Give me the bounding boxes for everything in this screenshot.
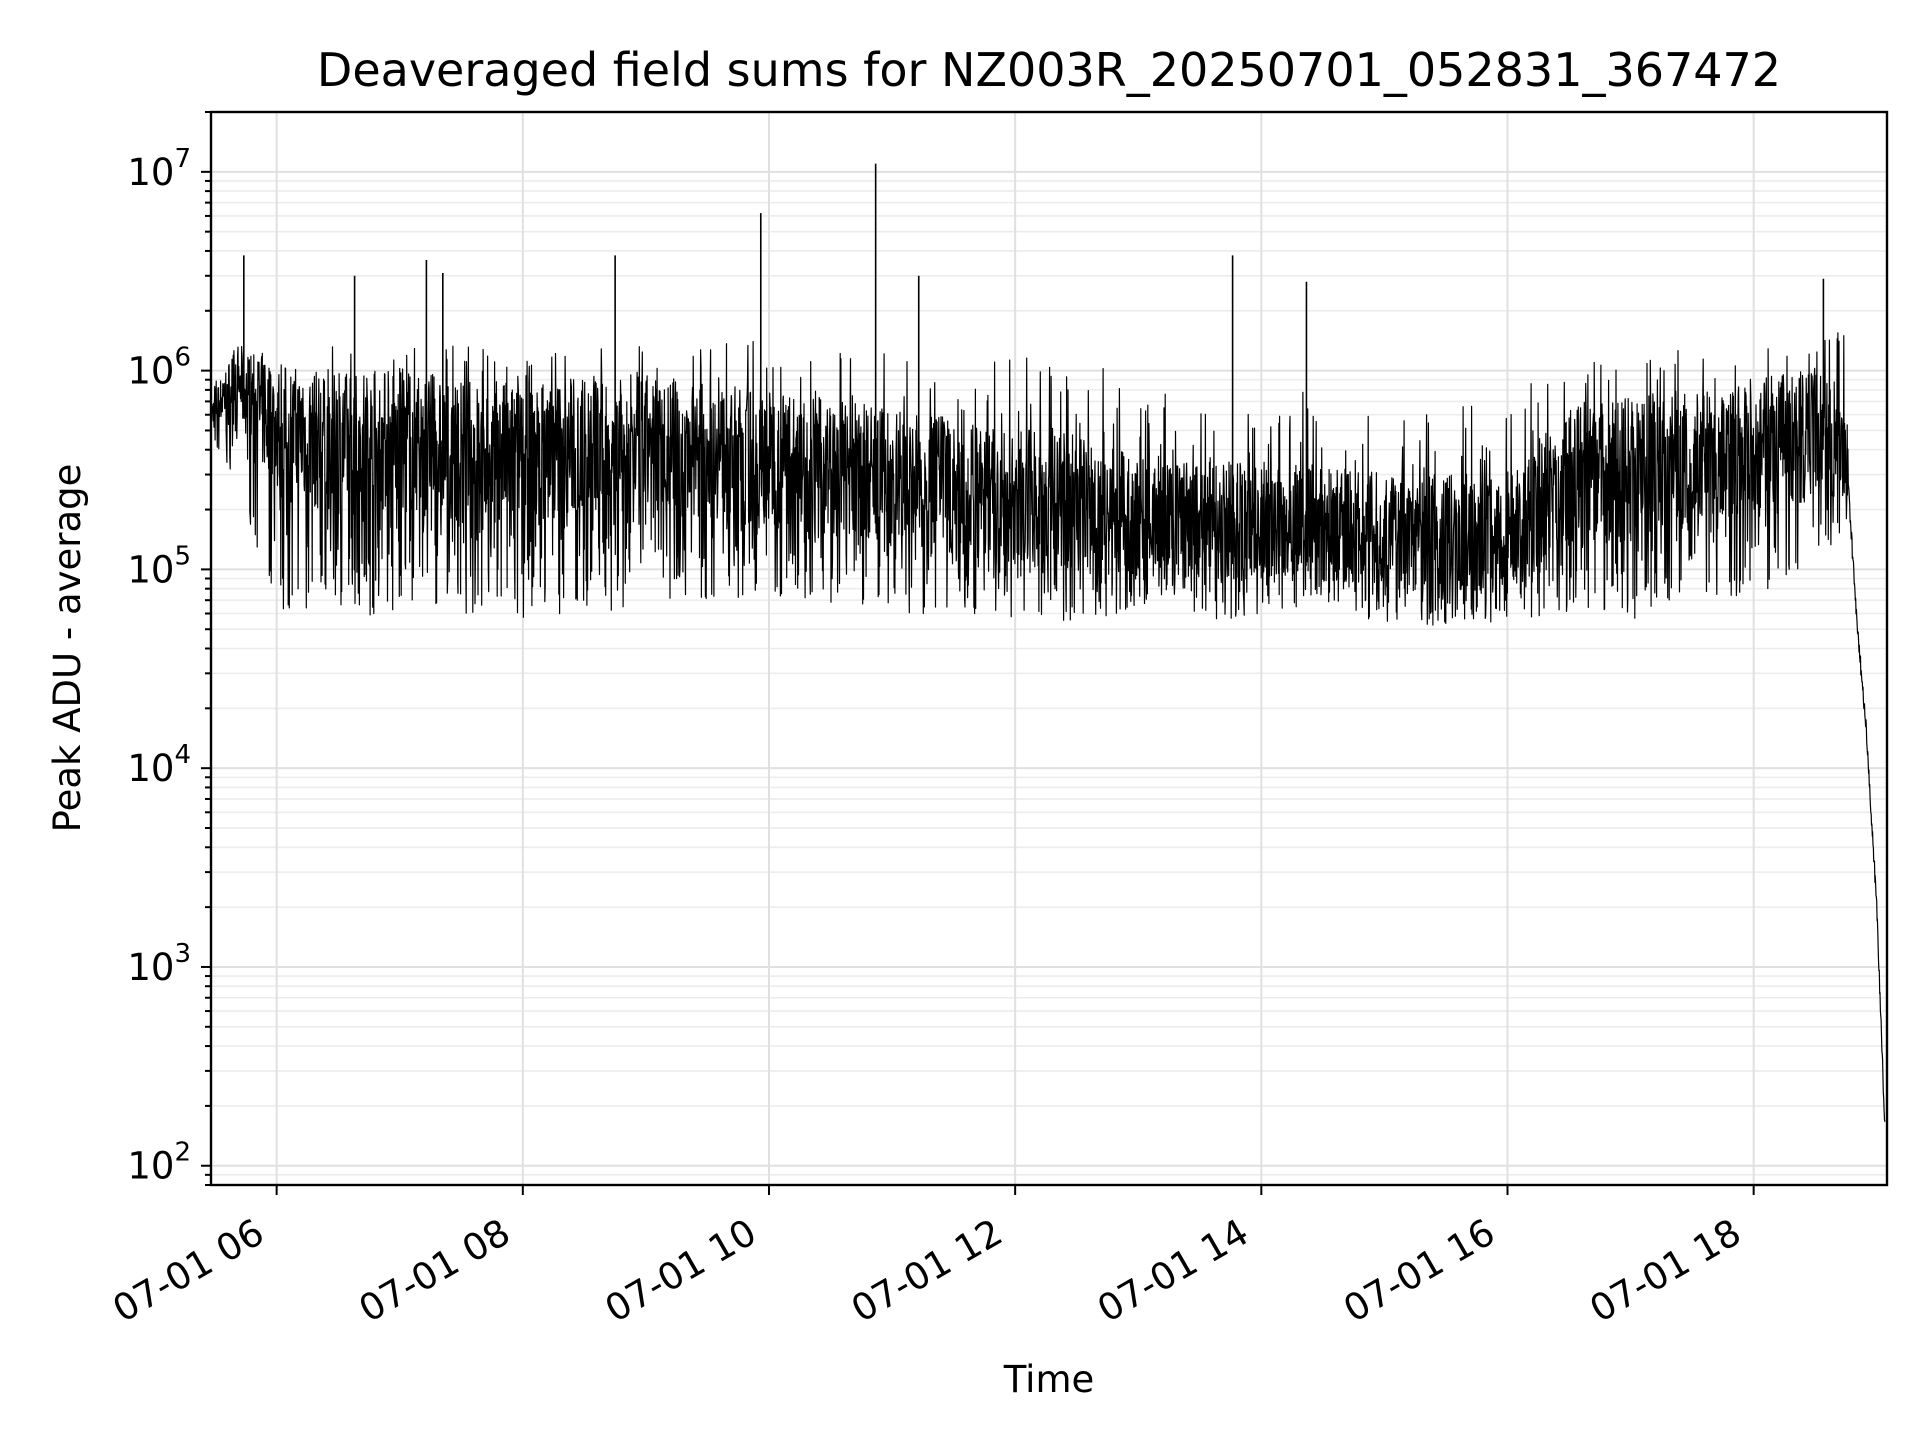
y-tick-label: 107: [127, 144, 191, 194]
series-line: [210, 332, 1886, 1122]
y-tick-label: 104: [127, 740, 191, 790]
x-tick-label: 07-01 08: [352, 1211, 518, 1331]
x-tick-label: 07-01 14: [1090, 1211, 1256, 1331]
x-tick-label: 07-01 18: [1583, 1211, 1749, 1331]
ticks: 102 103 104 105 106 107 07-01 06 07-01 08 07-01 …: [106, 111, 1755, 1331]
y-tick-label: 105: [127, 541, 191, 591]
y-axis-label: Peak ADU - average: [46, 464, 89, 833]
y-tick-label: 106: [127, 343, 191, 393]
y-tick-label: 102: [127, 1138, 191, 1188]
x-axis-label: Time: [1003, 1358, 1095, 1401]
x-tick-label: 07-01 16: [1336, 1211, 1502, 1331]
x-tick-label: 07-01 12: [844, 1211, 1010, 1331]
grid: [211, 111, 1887, 1186]
x-tick-label: 07-01 06: [106, 1211, 272, 1331]
chart-title: Deaveraged field sums for NZ003R_2025070…: [317, 43, 1781, 97]
x-tick-label: 07-01 10: [598, 1211, 764, 1331]
y-tick-label: 103: [127, 939, 191, 989]
series-layer: [210, 163, 1886, 1122]
